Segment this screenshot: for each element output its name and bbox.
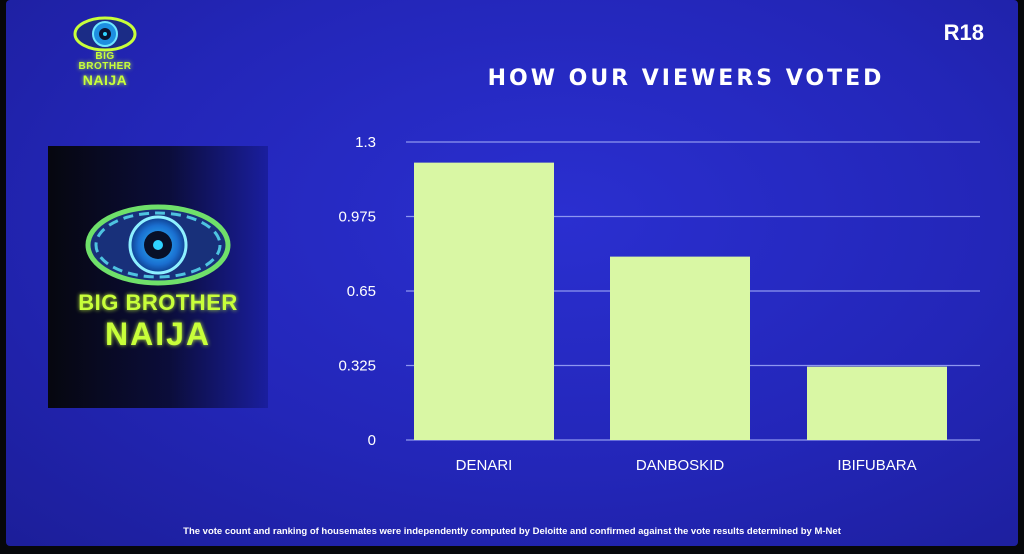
y-tick-label: 0.975 [338, 209, 376, 226]
y-tick-label: 0 [368, 432, 376, 449]
logo-large: BIG BROTHER NAIJA [48, 202, 268, 350]
y-tick-label: 1.3 [355, 134, 376, 151]
age-rating-badge: R18 [943, 20, 984, 45]
logo-small-line2: NAIJA [82, 72, 128, 88]
bar-ibifubara [807, 366, 947, 440]
logo-large-line2: NAIJA [104, 316, 211, 352]
y-tick-label: 0.325 [338, 358, 376, 375]
footnote: The vote count and ranking of housemates… [183, 526, 841, 537]
logo-small: BIG BROTHER NAIJA [70, 16, 140, 87]
x-axis-labels: DENARI DANBOSKID IBIFUBARA [456, 457, 917, 474]
logo-small-line1: BIG BROTHER [78, 51, 132, 72]
eye-icon [73, 16, 137, 52]
logo-panel: BIG BROTHER NAIJA [48, 146, 268, 408]
tv-screen: { "header": { "rating": "R18", "logo_lin… [6, 0, 1018, 546]
y-axis-ticks: 0 0.325 0.65 0.975 1.3 [338, 134, 376, 449]
bar-denari [414, 162, 554, 440]
x-category-label: DANBOSKID [636, 457, 725, 474]
bar-danboskid [610, 256, 750, 440]
logo-large-line1: BIG BROTHER [78, 290, 238, 315]
bar-chart: 0 0.325 0.65 0.975 1.3 DENARI DANBOSKID IBIFUB… [338, 134, 980, 474]
bars [414, 162, 947, 440]
y-tick-label: 0.65 [347, 283, 376, 300]
x-category-label: DENARI [456, 457, 513, 474]
x-category-label: IBIFUBARA [837, 457, 916, 474]
eye-large-icon [85, 204, 231, 286]
chart-title: HOW OUR VIEWERS VOTED [487, 66, 885, 91]
